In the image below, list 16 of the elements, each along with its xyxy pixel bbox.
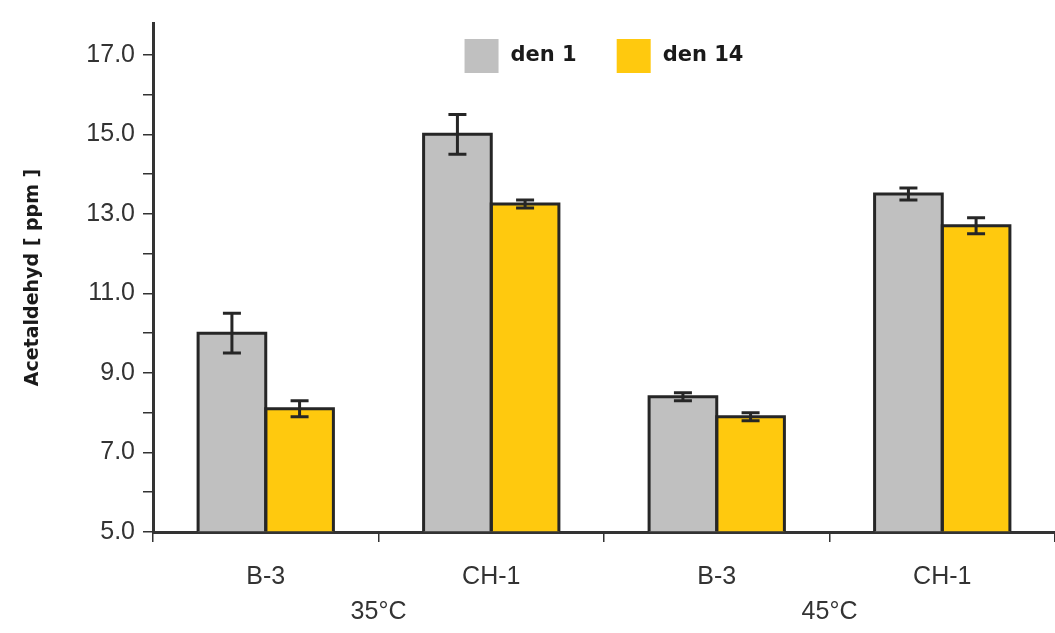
- x-tick-label: B-3: [246, 560, 286, 589]
- x-tick-label: CH-1: [913, 560, 972, 589]
- y-tick-label: 15.0: [86, 118, 135, 147]
- y-tick-label: 5.0: [100, 515, 135, 544]
- legend-label: den 1: [510, 42, 577, 67]
- legend-label: den 14: [662, 42, 744, 67]
- x-tick-label: CH-1: [462, 560, 521, 589]
- text: 45°C: [801, 595, 858, 624]
- y-tick-label: 13.0: [86, 197, 135, 226]
- x-tick-label: B-3: [697, 560, 737, 589]
- y-axis-title: Acetaldehyd [ ppm ]: [20, 168, 43, 387]
- y-tick-label: 11.0: [88, 277, 135, 306]
- y-tick-label: 17.0: [86, 38, 135, 67]
- y-tick-label: 7.0: [100, 436, 135, 465]
- text: 35°C: [350, 595, 407, 624]
- y-tick-label: 9.0: [100, 356, 135, 385]
